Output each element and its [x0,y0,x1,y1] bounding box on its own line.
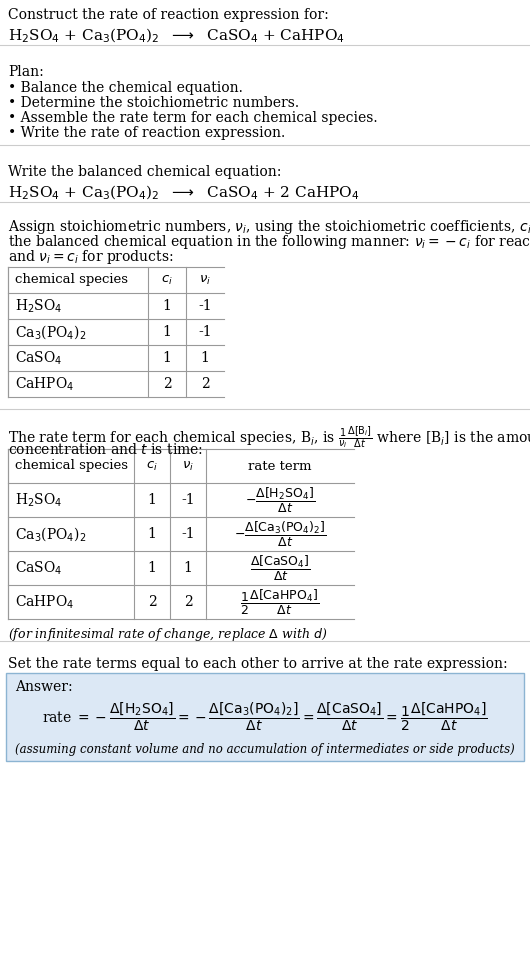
Text: and $\nu_i = c_i$ for products:: and $\nu_i = c_i$ for products: [8,248,173,266]
Text: 1: 1 [163,325,171,339]
Text: $\nu_i$: $\nu_i$ [199,273,211,286]
Text: • Assemble the rate term for each chemical species.: • Assemble the rate term for each chemic… [8,111,377,125]
Text: CaSO$_4$: CaSO$_4$ [15,560,63,576]
Text: Ca$_3$(PO$_4$)$_2$: Ca$_3$(PO$_4$)$_2$ [15,323,86,341]
Text: the balanced chemical equation in the following manner: $\nu_i = -c_i$ for react: the balanced chemical equation in the fo… [8,233,530,251]
Text: CaHPO$_4$: CaHPO$_4$ [15,593,74,611]
Text: 2: 2 [201,377,209,391]
Text: $c_i$: $c_i$ [161,273,173,286]
Text: $-\dfrac{\Delta[\mathrm{Ca_3(PO_4)_2}]}{\Delta t}$: $-\dfrac{\Delta[\mathrm{Ca_3(PO_4)_2}]}{… [234,519,326,549]
Text: • Balance the chemical equation.: • Balance the chemical equation. [8,81,243,95]
Text: chemical species: chemical species [15,460,128,472]
Text: 1: 1 [147,527,156,541]
Text: • Write the rate of reaction expression.: • Write the rate of reaction expression. [8,126,285,140]
Text: -1: -1 [198,299,212,313]
Text: Answer:: Answer: [15,680,73,694]
Text: Ca$_3$(PO$_4$)$_2$: Ca$_3$(PO$_4$)$_2$ [15,525,86,543]
Text: -1: -1 [198,325,212,339]
Text: The rate term for each chemical species, B$_i$, is $\frac{1}{\nu_i}\frac{\Delta[: The rate term for each chemical species,… [8,425,530,451]
FancyBboxPatch shape [6,673,524,761]
Text: Write the balanced chemical equation:: Write the balanced chemical equation: [8,165,281,179]
Text: 2: 2 [183,595,192,609]
Text: 1: 1 [147,493,156,507]
Text: chemical species: chemical species [15,273,128,286]
Text: Plan:: Plan: [8,65,44,79]
Text: Set the rate terms equal to each other to arrive at the rate expression:: Set the rate terms equal to each other t… [8,657,508,671]
Text: $-\dfrac{\Delta[\mathrm{H_2SO_4}]}{\Delta t}$: $-\dfrac{\Delta[\mathrm{H_2SO_4}]}{\Delt… [245,485,315,514]
Text: $\dfrac{1}{2}\dfrac{\Delta[\mathrm{CaHPO_4}]}{\Delta t}$: $\dfrac{1}{2}\dfrac{\Delta[\mathrm{CaHPO… [241,587,320,616]
Text: Construct the rate of reaction expression for:: Construct the rate of reaction expressio… [8,8,329,22]
Text: H$_2$SO$_4$ + Ca$_3$(PO$_4$)$_2$  $\longrightarrow$  CaSO$_4$ + CaHPO$_4$: H$_2$SO$_4$ + Ca$_3$(PO$_4$)$_2$ $\longr… [8,27,345,45]
Text: $\dfrac{\Delta[\mathrm{CaSO_4}]}{\Delta t}$: $\dfrac{\Delta[\mathrm{CaSO_4}]}{\Delta … [250,554,310,582]
Text: 1: 1 [163,299,171,313]
Text: CaSO$_4$: CaSO$_4$ [15,349,63,367]
Text: 1: 1 [147,561,156,575]
Text: (assuming constant volume and no accumulation of intermediates or side products): (assuming constant volume and no accumul… [15,744,515,757]
Text: 1: 1 [200,351,209,365]
Text: H$_2$SO$_4$: H$_2$SO$_4$ [15,297,63,315]
Text: $\nu_i$: $\nu_i$ [182,460,194,472]
Text: -1: -1 [181,527,195,541]
Text: H$_2$SO$_4$ + Ca$_3$(PO$_4$)$_2$  $\longrightarrow$  CaSO$_4$ + 2 CaHPO$_4$: H$_2$SO$_4$ + Ca$_3$(PO$_4$)$_2$ $\longr… [8,184,359,203]
Text: (for infinitesimal rate of change, replace $\Delta$ with $d$): (for infinitesimal rate of change, repla… [8,626,328,643]
Text: rate $= -\dfrac{\Delta[\mathrm{H_2SO_4}]}{\Delta t} = -\dfrac{\Delta[\mathrm{Ca_: rate $= -\dfrac{\Delta[\mathrm{H_2SO_4}]… [42,701,488,733]
Text: CaHPO$_4$: CaHPO$_4$ [15,375,74,393]
Text: 2: 2 [163,377,171,391]
Text: 1: 1 [163,351,171,365]
Text: concentration and $t$ is time:: concentration and $t$ is time: [8,442,203,457]
Text: Assign stoichiometric numbers, $\nu_i$, using the stoichiometric coefficients, $: Assign stoichiometric numbers, $\nu_i$, … [8,218,530,236]
Text: 1: 1 [183,561,192,575]
Text: $c_i$: $c_i$ [146,460,158,472]
Text: • Determine the stoichiometric numbers.: • Determine the stoichiometric numbers. [8,96,299,110]
Text: -1: -1 [181,493,195,507]
Text: 2: 2 [148,595,156,609]
Text: rate term: rate term [248,460,312,472]
Text: H$_2$SO$_4$: H$_2$SO$_4$ [15,491,63,509]
